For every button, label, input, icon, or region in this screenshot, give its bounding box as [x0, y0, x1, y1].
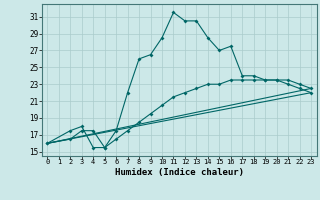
X-axis label: Humidex (Indice chaleur): Humidex (Indice chaleur): [115, 168, 244, 177]
